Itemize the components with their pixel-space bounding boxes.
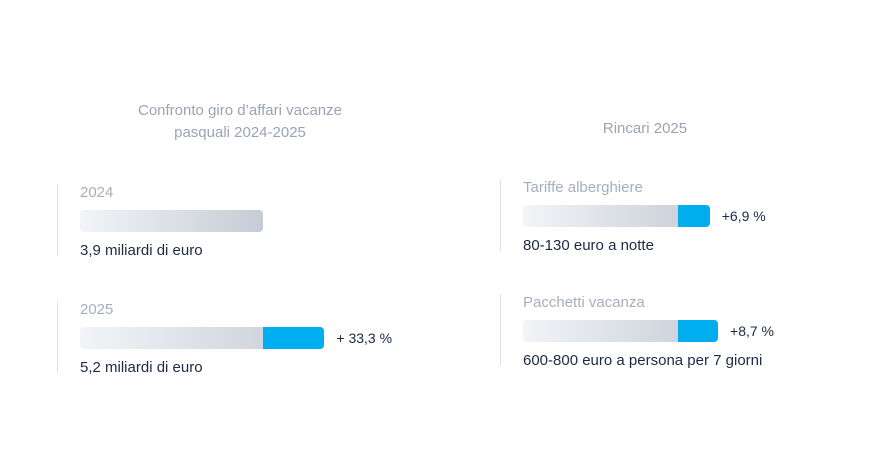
- divider: [57, 184, 58, 256]
- bar-2025: [80, 327, 325, 349]
- bar-2024: [80, 210, 264, 232]
- divider: [500, 179, 501, 251]
- category-label: Tariffe alberghiere: [523, 179, 643, 196]
- chart-title: Rincari 2025: [602, 120, 688, 137]
- value-label: 5,2 miliardi di euro: [80, 359, 203, 376]
- chart-title: Confronto giro d’affari vacanze pasquali…: [137, 102, 342, 141]
- bar-increase-segment: [263, 327, 325, 349]
- category-label: Pacchetti vacanza: [523, 294, 645, 311]
- bar-increase-segment: [678, 320, 719, 342]
- bar-vacation-packages: [523, 320, 719, 342]
- value-label: 3,9 miliardi di euro: [80, 242, 203, 259]
- detail-label: 80-130 euro a notte: [523, 237, 654, 254]
- increase-label: + 33,3 %: [336, 330, 393, 346]
- value-label: +8,7 %: [730, 323, 774, 339]
- divider: [57, 301, 58, 373]
- value-label: +6,9 %: [721, 208, 766, 224]
- category-label: 2024: [80, 184, 114, 201]
- detail-label: 600-800 euro a persona per 7 giorni: [523, 352, 763, 369]
- bar-hotel-rates: [523, 205, 710, 227]
- divider: [500, 294, 501, 366]
- bar-increase-segment: [678, 205, 710, 227]
- category-label: 2025: [80, 301, 114, 318]
